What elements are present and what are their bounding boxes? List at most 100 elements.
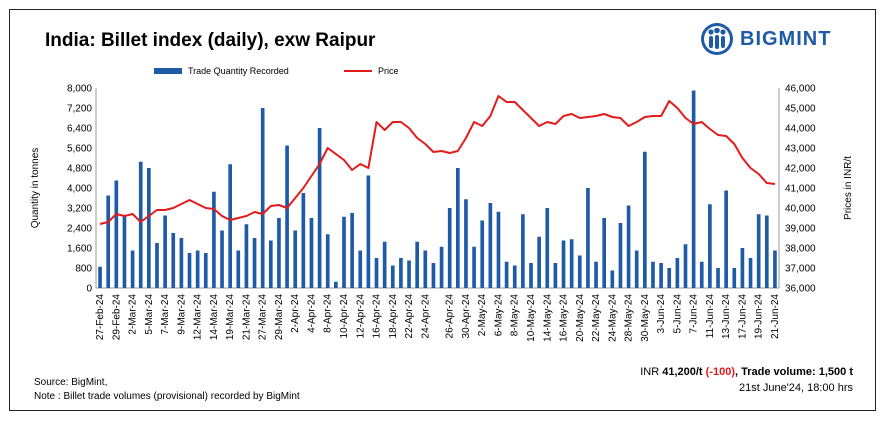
y2-tick-label: 36,000: [785, 284, 816, 295]
x-tick-label: 16-Apr-24: [372, 294, 383, 339]
x-tick-label: 8-May-24: [510, 294, 521, 337]
x-tick-label: 29-Mar-24: [274, 294, 285, 341]
trade-volume: , Trade volume: 1,500 t: [735, 366, 853, 378]
x-tick-label: 2-Mar-24: [128, 294, 139, 335]
bar: [618, 223, 623, 288]
legend-bar-label: Trade Quantity Recorded: [188, 66, 289, 76]
bar: [285, 145, 289, 288]
bar: [659, 263, 663, 288]
bar: [610, 270, 615, 288]
bar: [423, 250, 428, 288]
x-tick-label: 2-May-24: [477, 294, 488, 337]
x-tick-label: 24-Apr-24: [420, 294, 431, 339]
bar: [634, 250, 639, 288]
y-tick-label: 7,200: [67, 104, 92, 115]
y2-tick-label: 42,000: [785, 164, 816, 175]
bar: [756, 214, 761, 288]
x-tick-label: 30-May-24: [640, 294, 651, 342]
x-tick-label: 14-May-24: [542, 294, 553, 342]
x-tick-label: 8-Apr-24: [323, 294, 334, 333]
x-tick-label: 5-Jun-24: [672, 294, 683, 334]
chart-frame: [9, 9, 876, 411]
y2-tick-label: 37,000: [785, 264, 816, 275]
bar: [496, 211, 501, 288]
x-tick-label: 19-Jun-24: [754, 294, 765, 339]
y2-tick-label: 46,000: [785, 84, 816, 95]
x-tick-label: 13-Jun-24: [721, 294, 732, 339]
bar: [309, 218, 314, 288]
bar: [431, 263, 436, 288]
legend-line-entry: Price: [344, 66, 399, 76]
price-value: 41,200/t: [662, 366, 703, 378]
bar: [488, 203, 493, 288]
bar: [358, 250, 363, 288]
bar: [455, 168, 460, 288]
bar: [716, 268, 720, 288]
brand-logo[interactable]: BIGMINT: [700, 22, 831, 56]
bar: [464, 199, 468, 288]
bar: [203, 253, 208, 288]
x-tick-label: 27-Mar-24: [258, 294, 269, 341]
y-tick-label: 0: [86, 284, 92, 295]
bar: [732, 268, 737, 288]
bar: [342, 216, 346, 288]
x-tick-label: 21-Jun-24: [770, 294, 781, 339]
y2-tick-label: 44,000: [785, 124, 816, 135]
bar: [569, 239, 574, 288]
bar: [553, 263, 558, 288]
x-tick-label: 3-Jun-24: [656, 294, 667, 334]
y-tick-label: 800: [75, 264, 92, 275]
bar: [667, 268, 672, 288]
y2-axis-title: Prices in INR/t: [843, 156, 854, 220]
price-line: [99, 95, 776, 225]
bar: [545, 208, 550, 288]
bar: [155, 243, 159, 288]
bar: [675, 258, 680, 288]
bar: [773, 250, 777, 288]
x-tick-label: 26-Apr-24: [445, 294, 456, 339]
bar: [748, 258, 753, 288]
x-tick-label: 16-May-24: [559, 294, 570, 342]
bar: [171, 233, 176, 288]
y-tick-label: 3,200: [67, 204, 92, 215]
bar: [561, 240, 566, 288]
bar: [334, 281, 338, 288]
y-tick-label: 8,000: [67, 84, 92, 95]
y2-tick-label: 45,000: [785, 104, 816, 115]
y-tick-label: 4,000: [67, 184, 92, 195]
bar: [764, 215, 769, 288]
bar: [537, 236, 541, 288]
bar: [382, 241, 387, 288]
bar: [252, 238, 257, 288]
source-text: Source: BigMint,: [34, 377, 108, 388]
x-tick-label: 2-Apr-24: [290, 294, 301, 333]
bar: [325, 234, 330, 288]
bar: [317, 128, 322, 288]
price-change: (-100): [705, 366, 735, 378]
note-text: Note : Billet trade volumes (provisional…: [34, 391, 300, 402]
bar: [277, 218, 281, 288]
x-tick-label: 7-Jun-24: [689, 294, 700, 334]
bar: [407, 260, 411, 288]
y2-tick-label: 39,000: [785, 224, 816, 235]
x-tick-label: 18-Apr-24: [388, 294, 399, 339]
bar: [683, 244, 688, 288]
y-tick-label: 4,800: [67, 164, 92, 175]
x-tick-label: 29-Feb-24: [111, 294, 122, 341]
x-tick-label: 14-Mar-24: [209, 294, 220, 341]
brand-name: BIGMINT: [740, 27, 832, 50]
bar: [708, 204, 712, 288]
chart-title: India: Billet index (daily), exw Raipur: [45, 30, 376, 51]
y-tick-label: 5,600: [67, 144, 92, 155]
bar: [98, 266, 102, 288]
bar: [195, 250, 200, 288]
bar: [390, 265, 395, 288]
bar: [480, 220, 485, 288]
bar: [643, 151, 647, 288]
x-tick-label: 10-Apr-24: [339, 294, 350, 339]
bar: [626, 205, 631, 288]
bar: [504, 261, 509, 288]
bar: [415, 241, 420, 288]
x-tick-label: 4-Apr-24: [306, 294, 317, 333]
